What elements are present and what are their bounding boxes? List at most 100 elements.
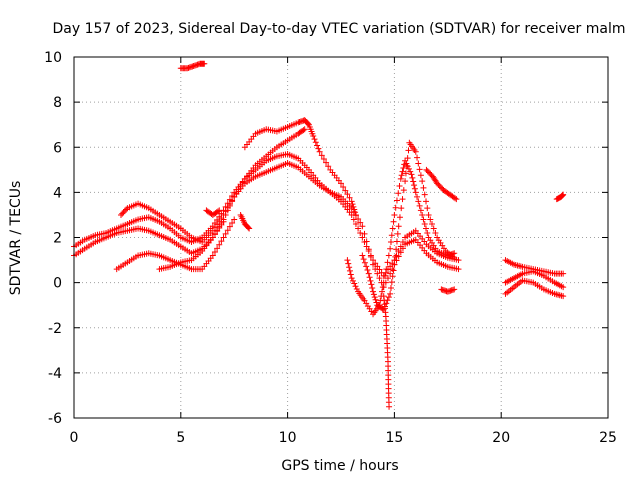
y-tick-label: 6 [53,140,62,156]
data-point [214,228,221,235]
data-point [390,218,397,225]
y-tick-label: 0 [53,276,62,292]
data-point [395,223,402,230]
data-point [211,248,218,255]
data-point [201,60,208,67]
data-point [224,204,231,211]
data-point [420,184,427,191]
series-arc-q [237,211,253,232]
data-point [344,257,351,264]
data-point [383,266,390,273]
data-point [370,261,377,268]
data-point [386,403,393,410]
data-point [405,165,412,172]
y-tick-label: 4 [53,185,62,201]
data-point [300,127,307,134]
data-point [414,193,421,200]
data-point [451,286,458,293]
data-point [370,288,377,295]
x-tick-label: 25 [599,430,617,446]
data-point [419,211,426,218]
data-point [419,178,426,185]
data-point [424,205,431,212]
data-point [315,145,322,152]
data-point [352,211,359,218]
grid-lines [74,57,608,418]
data-point [245,224,252,231]
data-point [427,170,434,177]
data-point [424,168,431,175]
data-point [387,239,394,246]
x-tick-label: 0 [70,430,79,446]
data-point [352,209,359,216]
data-point [402,170,409,177]
data-point [218,221,225,228]
data-point [222,230,229,237]
data-point [417,172,424,179]
data-point [374,270,381,277]
data-point [451,250,458,257]
data-point [340,183,347,190]
data-point [351,206,358,213]
data-point [360,256,367,263]
data-point [421,220,428,227]
y-tick-label: -2 [48,321,62,337]
series-arc-r [203,207,223,218]
data-point [424,229,431,236]
data-point [393,257,400,264]
x-tick-label: 20 [492,430,510,446]
data-point [376,275,383,282]
data-point [427,216,434,223]
data-point [220,218,227,225]
data-point [229,220,236,227]
data-point [316,148,323,155]
data-point [414,154,421,161]
data-point [352,283,359,290]
data-point [350,203,357,210]
data-point [342,187,349,194]
data-point [344,191,351,198]
data-point [455,257,462,264]
data-point [120,209,127,216]
data-point [385,294,392,301]
data-point [398,172,405,179]
series-arc-f [156,218,227,273]
data-point [560,270,567,277]
data-point [367,253,374,260]
data-point [376,302,383,309]
data-point [435,181,442,188]
data-point [420,216,427,223]
data-point [246,225,253,232]
y-tick-label: 8 [53,95,62,111]
data-point [400,187,407,194]
data-point [359,252,366,259]
data-point [423,198,430,205]
data-point [393,238,400,245]
data-point [361,230,368,237]
data-point [346,264,353,271]
data-point [349,201,356,208]
data-point [407,168,414,175]
data-point [348,198,355,205]
data-point [411,185,418,192]
series-arc-o [502,277,567,300]
data-point [560,284,567,291]
data-point [372,296,379,303]
data-point [387,270,394,277]
data-point [347,271,354,278]
data-point [224,227,231,234]
series-arc-g [359,139,458,313]
data-point [391,261,398,268]
data-point [382,272,389,279]
data-point [412,189,419,196]
data-point [119,210,126,217]
data-point [412,148,419,155]
data-point [428,220,435,227]
series-arc-m [502,257,567,277]
y-tick-label: 10 [44,50,62,66]
x-axis-label: GPS time / hours [281,458,398,474]
data-point [367,277,374,284]
data-point [211,231,218,238]
data-point [355,215,362,222]
